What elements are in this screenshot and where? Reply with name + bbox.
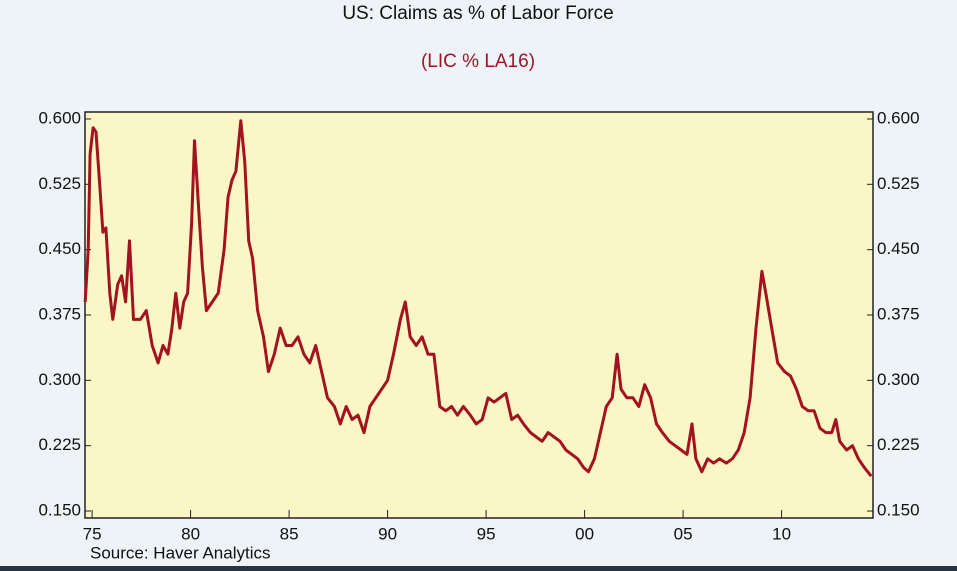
source-note: Source: Haver Analytics xyxy=(90,543,270,562)
data-line xyxy=(83,119,873,478)
y-tick-label: 0.225 xyxy=(38,435,81,454)
y2-tick-label: 0.300 xyxy=(877,370,920,389)
y-tick-label: 0.525 xyxy=(38,174,81,193)
screen-edge xyxy=(0,566,957,571)
x-tick-label: 75 xyxy=(83,524,102,543)
plot-area xyxy=(84,111,874,519)
chart-title: US: Claims as % of Labor Force xyxy=(342,3,613,24)
x-tick-label: 05 xyxy=(674,524,693,543)
y2-tick-label: 0.600 xyxy=(877,108,920,127)
x-tick-label: 10 xyxy=(772,524,791,543)
y2-tick-label: 0.150 xyxy=(877,501,920,520)
y-tick-label: 0.450 xyxy=(38,239,81,258)
y2-tick-label: 0.225 xyxy=(877,435,920,454)
y2-tick-label: 0.525 xyxy=(877,174,920,193)
chart-subtitle: (LIC % LA16) xyxy=(421,51,535,72)
y-tick-label: 0.600 xyxy=(38,108,81,127)
y2-tick-label: 0.375 xyxy=(877,304,920,323)
x-tick-label: 90 xyxy=(378,524,397,543)
y-tick-label: 0.300 xyxy=(38,370,81,389)
y-tick-label: 0.375 xyxy=(38,304,81,323)
y-tick-label: 0.150 xyxy=(38,501,81,520)
x-tick-label: 95 xyxy=(477,524,496,543)
x-tick-label: 85 xyxy=(280,524,299,543)
x-tick-label: 80 xyxy=(181,524,200,543)
y2-tick-label: 0.450 xyxy=(877,239,920,258)
x-tick-label: 00 xyxy=(575,524,594,543)
